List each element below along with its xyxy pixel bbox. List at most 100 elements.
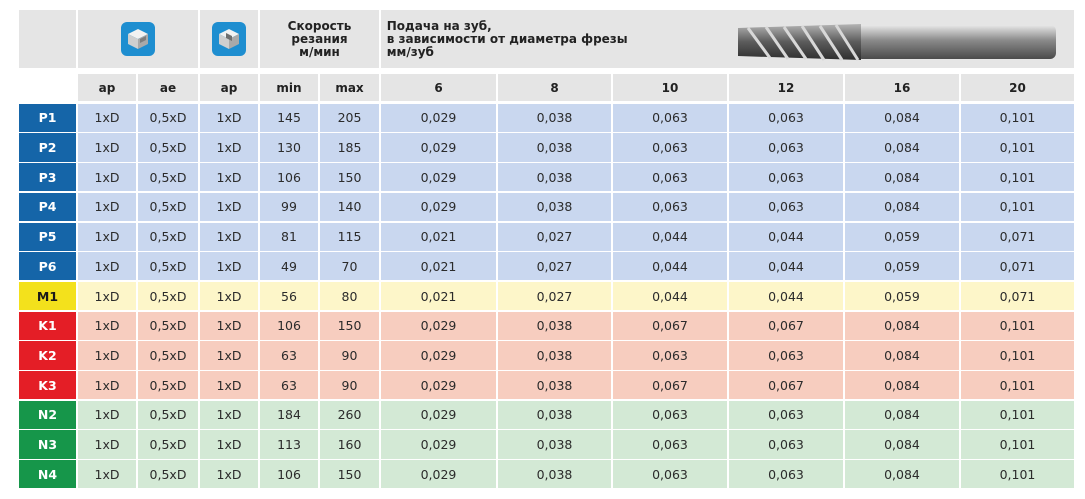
- table-cell: 0,044: [728, 222, 844, 251]
- feed-per-tooth-header: Подача на зуб, в зависимости от диаметра …: [380, 9, 1075, 71]
- table-cell: 0,5xD: [137, 103, 199, 132]
- table-cell: 106: [259, 163, 319, 192]
- table-cell: 56: [259, 281, 319, 311]
- table-cell: 0,063: [612, 192, 728, 222]
- table-cell: 0,063: [612, 103, 728, 132]
- table-cell: 1xD: [199, 341, 259, 370]
- table-cell: 0,084: [844, 400, 960, 429]
- table-cell: 0,027: [497, 222, 612, 251]
- table-cell: 1xD: [77, 103, 137, 132]
- column-header: ap: [199, 73, 259, 102]
- table-cell: 0,027: [497, 281, 612, 311]
- table-cell: 0,5xD: [137, 192, 199, 222]
- table-cell: 1xD: [77, 133, 137, 162]
- table-cell: 150: [319, 311, 380, 340]
- table-cell: 0,5xD: [137, 133, 199, 162]
- material-label-n3: N3: [18, 430, 77, 459]
- table-cell: 113: [259, 430, 319, 459]
- end-mill-cutter-image: [726, 16, 1066, 71]
- table-cell: 0,059: [844, 281, 960, 311]
- table-cell: 0,063: [612, 460, 728, 489]
- table-cell: 99: [259, 192, 319, 222]
- table-cell: 1xD: [77, 222, 137, 251]
- feed-per-tooth-header-line: Подача на зуб,: [386, 18, 492, 33]
- table-cell: 0,059: [844, 222, 960, 251]
- table-cell: 1xD: [77, 430, 137, 459]
- table-cell: 0,038: [497, 341, 612, 370]
- table-cell: 90: [319, 341, 380, 370]
- table-cell: 0,063: [728, 430, 844, 459]
- table-cell: 0,029: [380, 341, 497, 370]
- table-cell: 0,084: [844, 430, 960, 459]
- table-cell: 0,059: [844, 252, 960, 281]
- table-cell: 0,5xD: [137, 460, 199, 489]
- table-cell: 0,067: [728, 371, 844, 400]
- material-label-p5: P5: [18, 222, 77, 251]
- table-cell: 81: [259, 222, 319, 251]
- column-header-blank: [18, 69, 77, 102]
- table-cell: 184: [259, 400, 319, 429]
- table-cell: 0,101: [960, 192, 1075, 222]
- table-cell: 150: [319, 163, 380, 192]
- feed-per-tooth-header-line: в зависимости от диаметра фрезы: [386, 31, 628, 46]
- column-header: min: [259, 73, 319, 102]
- table-cell: 90: [319, 371, 380, 400]
- column-header: max: [319, 73, 380, 102]
- table-cell: 0,044: [728, 252, 844, 281]
- table-cell: 205: [319, 103, 380, 132]
- column-header: 10: [612, 73, 728, 102]
- table-cell: 0,101: [960, 133, 1075, 162]
- table-cell: 0,029: [380, 311, 497, 340]
- table-cell: 0,084: [844, 103, 960, 132]
- table-cell: 0,044: [728, 281, 844, 311]
- table-cell: 1xD: [199, 371, 259, 400]
- table-cell: 0,038: [497, 163, 612, 192]
- table-cell: 0,029: [380, 163, 497, 192]
- table-cell: 0,029: [380, 371, 497, 400]
- table-cell: 0,038: [497, 103, 612, 132]
- column-header: 6: [380, 73, 497, 102]
- table-cell: 0,5xD: [137, 311, 199, 340]
- table-cell: 0,101: [960, 460, 1075, 489]
- header-icon-cell: [199, 9, 259, 69]
- feed-per-tooth-header-line: мм/зуб: [386, 44, 434, 59]
- table-cell: 0,029: [380, 192, 497, 222]
- table-cell: 1xD: [199, 311, 259, 340]
- table-cell: 0,027: [497, 252, 612, 281]
- table-cell: 0,5xD: [137, 400, 199, 429]
- table-cell: 260: [319, 400, 380, 429]
- table-cell: 1xD: [199, 460, 259, 489]
- table-cell: 150: [319, 460, 380, 489]
- table-cell: 0,5xD: [137, 163, 199, 192]
- table-cell: 0,101: [960, 400, 1075, 429]
- table-cell: 0,063: [728, 103, 844, 132]
- table-cell: 0,038: [497, 371, 612, 400]
- header-blank: [18, 9, 77, 69]
- table-cell: 1xD: [77, 192, 137, 222]
- cutting-speed-header-line: м/мин: [299, 44, 340, 59]
- table-cell: 0,021: [380, 222, 497, 251]
- material-label-p2: P2: [18, 133, 77, 162]
- table-cell: 0,063: [728, 133, 844, 162]
- table-cell: 1xD: [77, 400, 137, 429]
- material-label-p3: P3: [18, 163, 77, 192]
- table-cell: 106: [259, 460, 319, 489]
- table-cell: 1xD: [199, 222, 259, 251]
- table-cell: 0,5xD: [137, 430, 199, 459]
- table-cell: 80: [319, 281, 380, 311]
- table-cell: 130: [259, 133, 319, 162]
- table-cell: 0,084: [844, 163, 960, 192]
- table-cell: 1xD: [199, 281, 259, 311]
- table-cell: 0,063: [612, 133, 728, 162]
- table-cell: 0,029: [380, 460, 497, 489]
- table-cell: 0,5xD: [137, 252, 199, 281]
- table-cell: 0,029: [380, 133, 497, 162]
- column-header: 12: [728, 73, 844, 102]
- material-label-k1: K1: [18, 311, 77, 340]
- table-cell: 115: [319, 222, 380, 251]
- material-label-p6: P6: [18, 252, 77, 281]
- table-cell: 140: [319, 192, 380, 222]
- table-cell: 0,084: [844, 341, 960, 370]
- table-cell: 0,063: [728, 400, 844, 429]
- table-cell: 0,038: [497, 430, 612, 459]
